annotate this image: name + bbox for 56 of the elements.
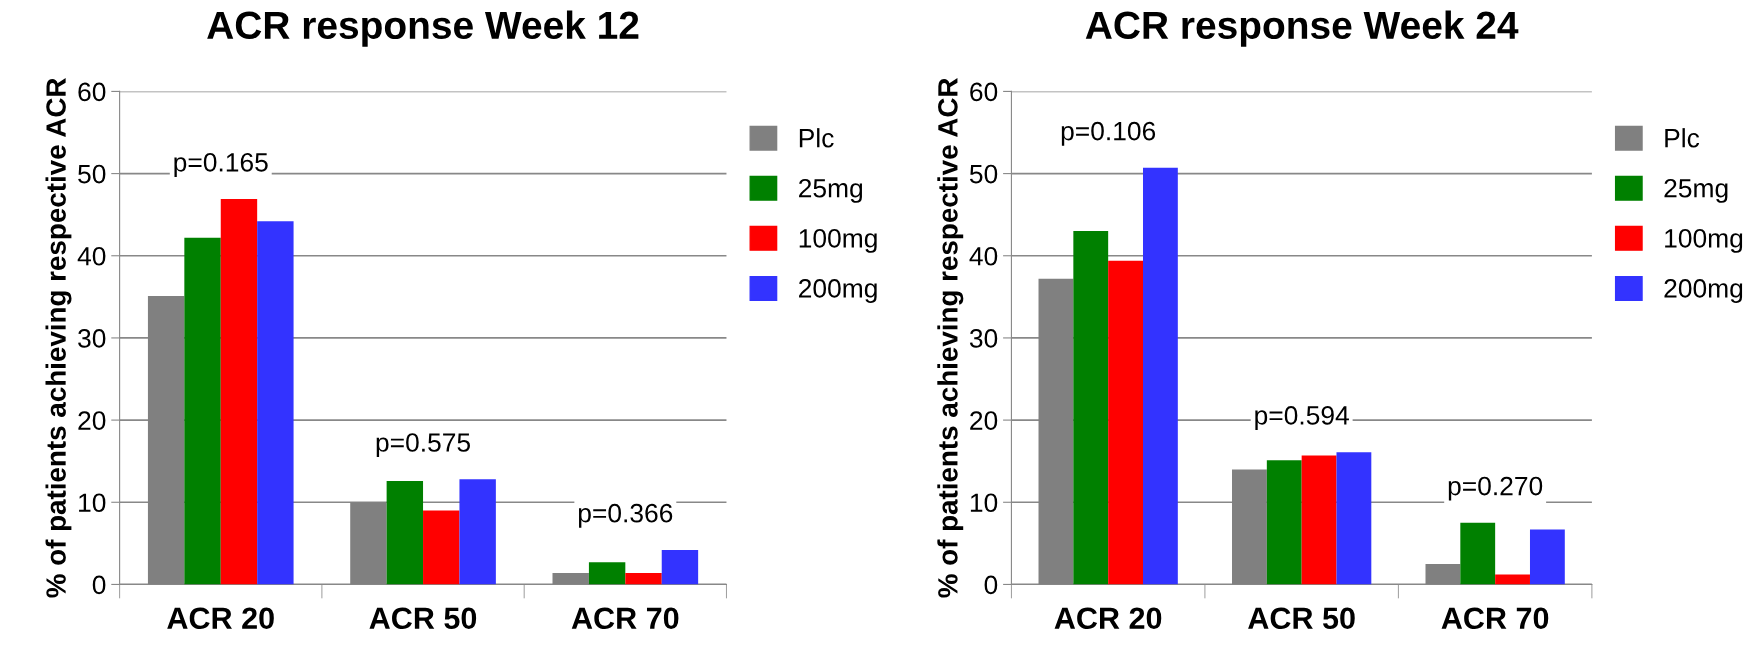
y-tick-label: 40 (969, 246, 998, 266)
legend-label: Plc (1665, 128, 1700, 148)
annotation: p=0.594 (1255, 406, 1349, 430)
x-tick-label: ACR 50 (369, 607, 477, 630)
x-tick-label: ACR 20 (167, 607, 274, 630)
y-tick-label: 20 (78, 411, 106, 430)
legend-label: 25mg (1664, 178, 1728, 203)
bar (625, 572, 662, 585)
annotation: p=0.270 (1448, 476, 1543, 501)
bar (661, 549, 699, 585)
chart-title: ACR response Week 24 (1085, 10, 1519, 47)
chart-title: ACR response Week 12 (207, 10, 639, 47)
y-tick-label: 10 (970, 493, 998, 513)
legend-label: 200mg (799, 279, 877, 303)
x-tick-label: ACR 20 (1054, 607, 1162, 630)
annotation: p=0.575 (376, 433, 470, 458)
y-tick-label: 10 (79, 493, 106, 513)
bar (1301, 455, 1337, 585)
bar (459, 479, 496, 585)
x-tick-label: ACR 70 (1441, 607, 1549, 630)
legend-label: 100mg (1665, 228, 1743, 253)
bar (1073, 231, 1109, 585)
y-tick-label: 0 (984, 575, 998, 595)
x-tick-label: ACR 50 (1248, 607, 1355, 630)
y-tick-label: 30 (78, 329, 106, 348)
y-axis-title: % of patients achieving respective ACR (937, 78, 964, 598)
bar (1495, 574, 1530, 585)
y-tick-label: 30 (969, 329, 998, 348)
y-tick-label: 50 (78, 164, 106, 184)
bar (220, 199, 258, 585)
y-tick-label: 0 (92, 575, 106, 595)
x-tick-label: ACR 70 (571, 607, 679, 630)
bar (1108, 260, 1143, 585)
annotation: p=0.106 (1061, 121, 1156, 146)
y-tick-label: 60 (970, 82, 998, 102)
bar (1266, 460, 1302, 585)
bar (184, 237, 221, 585)
bar (1336, 452, 1372, 585)
y-tick-label: 40 (77, 246, 106, 266)
annotation: p=0.366 (578, 503, 673, 528)
y-tick-label: 60 (78, 82, 106, 102)
y-tick-label: 20 (970, 411, 998, 430)
bar (1529, 529, 1565, 585)
bar (423, 510, 460, 585)
bar (386, 480, 424, 585)
y-axis-title: % of patients achieving respective ACR (45, 78, 72, 598)
bar (1460, 522, 1496, 585)
y-tick-label: 50 (969, 164, 998, 184)
legend-label: 200mg (1664, 279, 1743, 303)
bar (1143, 167, 1178, 585)
bar (588, 562, 626, 585)
legend-label: 100mg (799, 228, 877, 253)
legend-label: Plc (799, 128, 834, 148)
annotation: p=0.165 (174, 152, 268, 177)
bar (257, 221, 294, 585)
legend-label: 25mg (799, 178, 863, 203)
